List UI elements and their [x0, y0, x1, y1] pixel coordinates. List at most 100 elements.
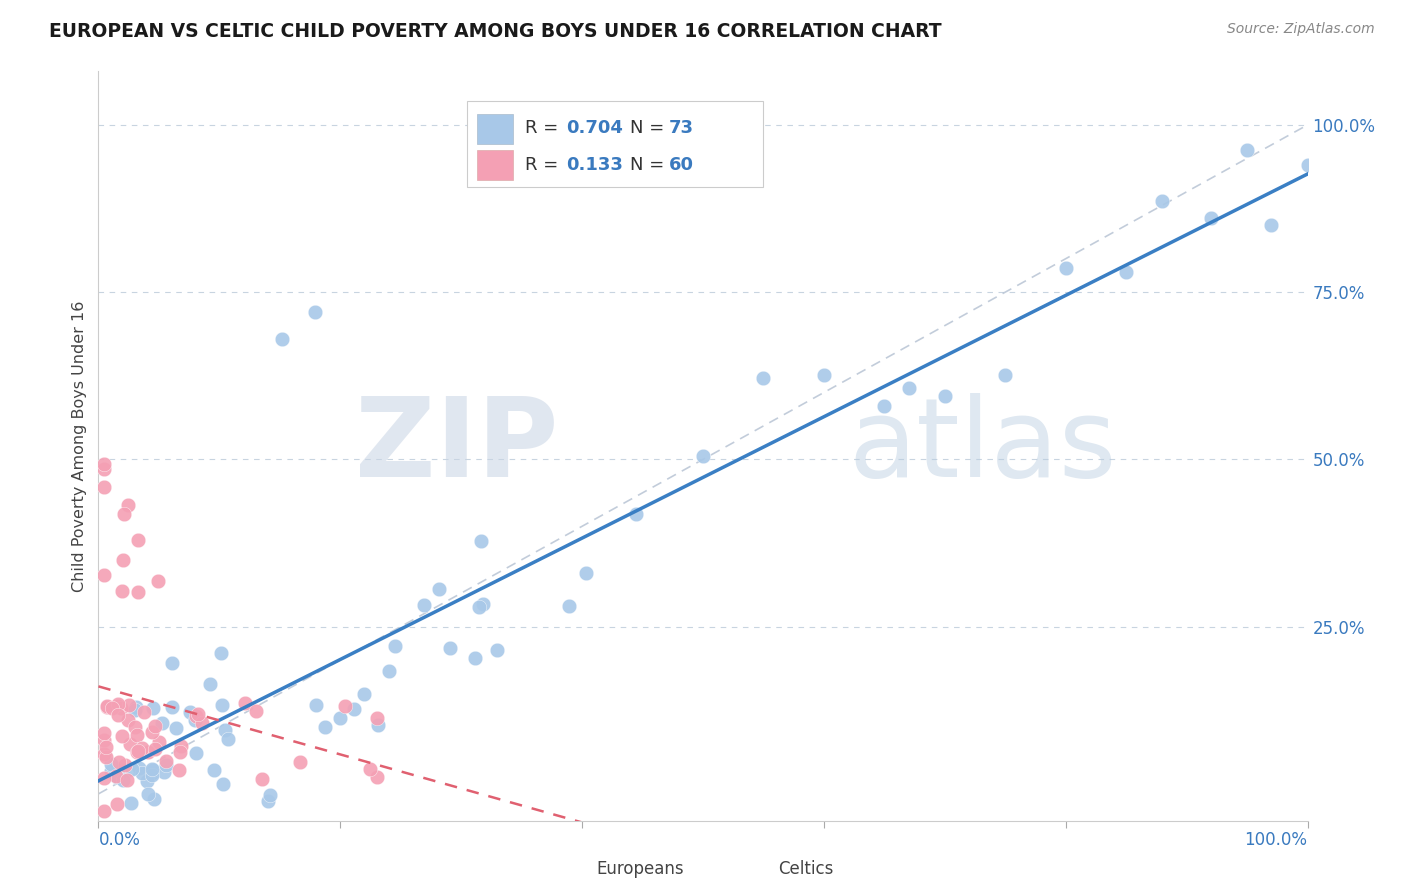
Point [107, 699, 129, 714]
Point [427, 582, 450, 596]
Point [135, 774, 157, 789]
Point [184, 709, 207, 723]
Point [304, 305, 326, 319]
Point [131, 765, 153, 780]
Text: 60: 60 [669, 156, 695, 174]
Point [93, 772, 115, 786]
Point [124, 703, 146, 717]
Point [160, 656, 183, 670]
Point [136, 746, 159, 760]
Text: 73: 73 [669, 119, 695, 136]
Point [209, 646, 232, 660]
FancyBboxPatch shape [467, 102, 763, 187]
Point [412, 599, 434, 613]
Point [184, 713, 207, 727]
Point [167, 764, 190, 778]
Point [1296, 158, 1319, 172]
Point [101, 700, 124, 714]
Text: R =: R = [526, 119, 564, 136]
Point [141, 762, 163, 776]
Point [111, 583, 134, 598]
Point [153, 765, 176, 780]
FancyBboxPatch shape [558, 861, 592, 880]
Point [366, 711, 388, 725]
Point [1054, 261, 1077, 276]
Point [93, 461, 115, 475]
Point [873, 399, 896, 413]
Point [141, 765, 163, 780]
Point [117, 713, 139, 727]
Point [343, 702, 366, 716]
Point [329, 711, 352, 725]
Point [93, 458, 115, 472]
Point [127, 585, 149, 599]
FancyBboxPatch shape [477, 114, 513, 144]
Point [100, 756, 122, 771]
Point [169, 745, 191, 759]
Point [333, 698, 356, 713]
Text: Source: ZipAtlas.com: Source: ZipAtlas.com [1227, 22, 1375, 37]
Point [96, 698, 118, 713]
Point [813, 368, 835, 383]
Point [470, 533, 492, 548]
Point [94, 739, 117, 754]
Text: 0.0%: 0.0% [98, 830, 141, 848]
Text: Celtics: Celtics [778, 861, 834, 879]
Point [384, 639, 406, 653]
Point [105, 771, 128, 785]
Point [155, 754, 177, 768]
Point [121, 762, 143, 776]
Point [214, 723, 236, 737]
Point [897, 381, 920, 395]
Text: ZIP: ZIP [354, 392, 558, 500]
Point [1199, 211, 1222, 225]
Point [107, 767, 129, 781]
Point [112, 507, 135, 521]
Point [202, 763, 225, 777]
Text: N =: N = [630, 156, 671, 174]
Point [112, 553, 135, 567]
Point [127, 533, 149, 547]
Point [148, 574, 170, 588]
FancyBboxPatch shape [477, 150, 513, 180]
Point [94, 749, 117, 764]
Point [107, 698, 129, 712]
Point [934, 389, 956, 403]
Point [125, 700, 148, 714]
Point [105, 797, 128, 811]
Point [558, 599, 581, 613]
Point [142, 763, 165, 777]
Point [120, 796, 142, 810]
Text: R =: R = [526, 156, 569, 174]
Point [353, 687, 375, 701]
Point [467, 600, 489, 615]
Point [233, 696, 256, 710]
Point [104, 769, 127, 783]
Text: 100.0%: 100.0% [1244, 830, 1308, 848]
Point [125, 746, 148, 760]
Point [187, 706, 209, 721]
Point [112, 772, 135, 787]
Point [145, 742, 167, 756]
Text: atlas: atlas [848, 392, 1116, 500]
Point [752, 371, 775, 385]
Point [1152, 194, 1174, 208]
Point [288, 755, 311, 769]
Point [212, 777, 235, 791]
Point [100, 764, 122, 778]
Point [115, 773, 138, 788]
Point [367, 717, 389, 731]
Point [93, 568, 115, 582]
Point [472, 598, 495, 612]
Point [169, 739, 191, 753]
Point [136, 787, 159, 801]
Text: Europeans: Europeans [596, 861, 685, 879]
Point [143, 792, 166, 806]
Point [626, 507, 648, 521]
Point [124, 721, 146, 735]
Point [190, 716, 212, 731]
Point [93, 747, 115, 761]
Point [1236, 143, 1258, 157]
Point [359, 762, 381, 776]
Point [93, 480, 115, 494]
